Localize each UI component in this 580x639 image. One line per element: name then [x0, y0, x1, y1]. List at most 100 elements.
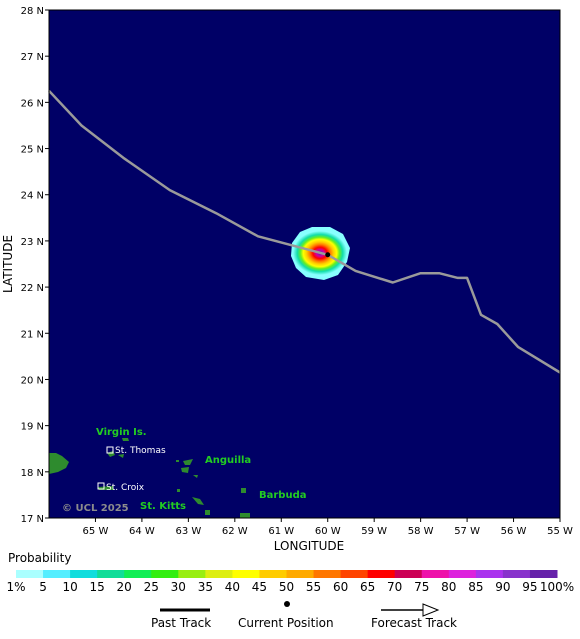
current-position-label: Current Position — [238, 616, 334, 630]
legend-color-swatch — [124, 570, 152, 578]
x-tick-label: 58 W — [408, 526, 434, 537]
probability-legend: 1% 5 10 15 20 25 30 35 40 45 50 55 60 65 70 75 80 85 90 95 1… — [6, 570, 574, 594]
y-tick-label: 21 N — [21, 329, 44, 340]
legend-color-swatch — [205, 570, 233, 578]
saba-land — [176, 460, 179, 462]
legend-label: 65 — [360, 580, 375, 594]
legend-color-swatch — [259, 570, 287, 578]
virgin-islands-label: Virgin Is. — [96, 427, 147, 438]
st-thomas-marker — [106, 446, 114, 454]
legend-label: 85 — [468, 580, 483, 594]
legend-label: 90 — [495, 580, 510, 594]
st-eustatius-land — [177, 489, 180, 492]
current-position-symbol — [284, 601, 290, 607]
x-tick-label: 59 W — [361, 526, 387, 537]
st-kitts-land — [192, 497, 204, 505]
forecast-track-arrowhead — [422, 603, 440, 617]
virgin-islands-land — [122, 438, 129, 441]
legend-color-swatch — [340, 570, 369, 578]
barbuda-land — [241, 488, 246, 493]
antigua-land — [240, 513, 250, 518]
legend-color-swatch — [151, 570, 179, 578]
anguilla-land — [183, 459, 193, 465]
legend-label: 55 — [306, 580, 321, 594]
x-tick-label: 56 W — [501, 526, 527, 537]
legend-color-swatch — [502, 570, 531, 578]
legend-label: 10 — [62, 580, 77, 594]
x-tick-label: 61 W — [268, 526, 294, 537]
virgin-islands-land-2 — [118, 454, 124, 458]
forecast-track-label: Forecast Track — [371, 616, 457, 630]
y-tick-label: 18 N — [21, 468, 44, 479]
x-tick-label: 62 W — [222, 526, 248, 537]
legend-label: 40 — [225, 580, 240, 594]
y-tick-label: 17 N — [21, 514, 44, 525]
plot-frame — [48, 9, 561, 519]
y-tick-label: 27 N — [21, 52, 44, 63]
st-barts-land — [193, 475, 198, 478]
legend-label: 80 — [441, 580, 456, 594]
legend-label: 45 — [252, 580, 267, 594]
barbuda-label: Barbuda — [259, 490, 307, 501]
st-thomas-label: St. Thomas — [115, 446, 166, 456]
legend-label: 70 — [387, 580, 402, 594]
y-tick-label: 26 N — [21, 98, 44, 109]
x-tick-label: 60 W — [315, 526, 341, 537]
nevis-land — [205, 510, 210, 515]
legend-color-swatch — [97, 570, 125, 578]
x-axis-label: LONGITUDE — [274, 539, 344, 553]
y-axis-label: LATITUDE — [1, 235, 15, 293]
legend-color-swatch — [448, 570, 477, 578]
st-kitts-label: St. Kitts — [140, 501, 186, 512]
x-tick-label: 55 W — [547, 526, 573, 537]
legend-color-swatch — [70, 570, 98, 578]
x-tick-label: 57 W — [454, 526, 480, 537]
y-tick-label: 24 N — [21, 191, 44, 202]
st-martin-land — [181, 467, 189, 473]
y-tick-label: 19 N — [21, 422, 44, 433]
legend-label: 35 — [198, 580, 213, 594]
legend-label: 15 — [90, 580, 105, 594]
legend-label: 75 — [414, 580, 429, 594]
y-tick-label: 28 N — [21, 6, 44, 17]
y-tick-label: 25 N — [21, 145, 44, 156]
legend-label: 50 — [279, 580, 294, 594]
legend-label: 5 — [39, 580, 47, 594]
storm-probability-map: Virgin Is. St. Thomas St. Croix Anguilla… — [1, 6, 573, 553]
legend-title: Probability — [8, 551, 72, 565]
legend-color-swatch — [394, 570, 423, 578]
forecast-track-line — [48, 89, 561, 374]
track-key-symbols — [160, 601, 440, 617]
legend-color-swatch — [16, 570, 44, 578]
legend-color-swatch — [178, 570, 206, 578]
legend-label: 20 — [117, 580, 132, 594]
y-tick-label: 20 N — [21, 375, 44, 386]
legend-color-swatch — [475, 570, 504, 578]
legend-color-swatch — [43, 570, 71, 578]
st-croix-marker — [97, 482, 105, 490]
x-tick-label: 64 W — [129, 526, 155, 537]
st-croix-label: St. Croix — [106, 483, 145, 493]
past-track-label: Past Track — [151, 616, 212, 630]
legend-color-swatch — [313, 570, 342, 578]
legend-label: 30 — [171, 580, 186, 594]
x-tick-label: 65 W — [83, 526, 109, 537]
y-tick-label: 23 N — [21, 237, 44, 248]
legend-color-swatch — [367, 570, 396, 578]
puerto-rico-land — [49, 453, 69, 474]
current-position-marker — [325, 252, 331, 258]
copyright-label: © UCL 2025 — [62, 503, 129, 514]
anguilla-label: Anguilla — [205, 455, 251, 466]
legend-color-swatch — [421, 570, 450, 578]
y-tick-label: 22 N — [21, 283, 44, 294]
legend-label: 1% — [6, 580, 25, 594]
track-key: Past Track Current Position Forecast Tra… — [0, 596, 580, 636]
x-tick-label: 63 W — [175, 526, 201, 537]
legend-label: 95 — [522, 580, 537, 594]
legend-label: 100% — [540, 580, 574, 594]
legend-label: 60 — [333, 580, 348, 594]
legend-color-swatch — [529, 570, 558, 578]
legend-color-swatch — [286, 570, 315, 578]
legend-label: 25 — [144, 580, 159, 594]
legend-color-swatch — [232, 570, 260, 578]
